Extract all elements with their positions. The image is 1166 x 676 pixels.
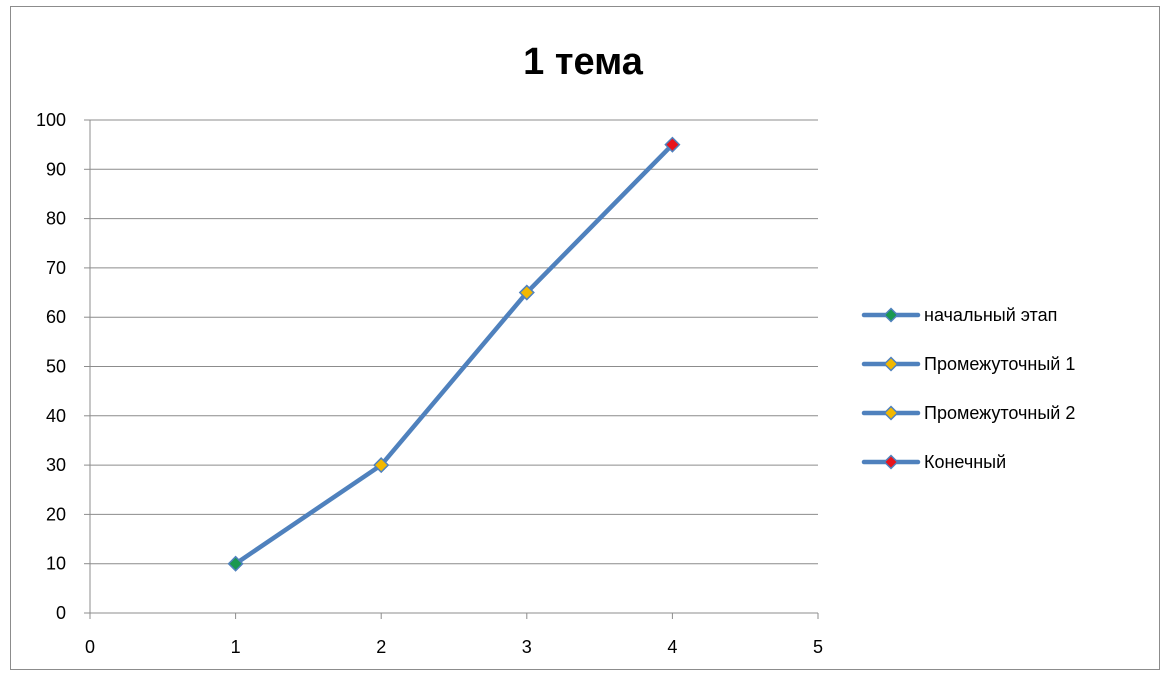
data-point-4 — [664, 136, 681, 153]
legend-label: Промежуточный 1 — [924, 354, 1075, 374]
legend-label: Конечный — [924, 452, 1006, 472]
x-tick-label: 2 — [376, 637, 386, 657]
x-axis-ticks: 0 1 2 3 4 5 — [85, 637, 823, 657]
y-tick-label: 70 — [46, 258, 66, 278]
y-tick-label: 20 — [46, 504, 66, 524]
y-axis-ticks: 0 10 20 30 40 50 60 70 80 90 100 — [36, 110, 66, 623]
x-tick-label: 3 — [522, 637, 532, 657]
legend-label: начальный этап — [924, 305, 1057, 325]
chart-title: 1 тема — [523, 41, 644, 83]
y-tick-label: 0 — [56, 603, 66, 623]
axes — [84, 119, 819, 619]
x-tick-label: 5 — [813, 637, 823, 657]
legend-marker — [883, 356, 899, 372]
y-tick-label: 30 — [46, 455, 66, 475]
legend: начальный этап Промежуточный 1 Промежуточн… — [861, 305, 1075, 472]
y-tick-label: 40 — [46, 406, 66, 426]
series-line — [233, 142, 675, 566]
x-tick-label: 1 — [231, 637, 241, 657]
y-tick-label: 10 — [46, 554, 66, 574]
legend-label: Промежуточный 2 — [924, 403, 1075, 423]
data-point-3 — [518, 284, 535, 301]
legend-marker — [883, 307, 899, 323]
gridlines — [90, 119, 818, 565]
x-tick-label: 0 — [85, 637, 95, 657]
x-tick-label: 4 — [667, 637, 677, 657]
series-lines — [233, 142, 675, 566]
chart-frame — [10, 6, 1160, 670]
data-point-1 — [227, 555, 244, 572]
data-point-2 — [373, 457, 390, 474]
y-tick-label: 50 — [46, 357, 66, 377]
legend-marker — [883, 454, 899, 470]
y-tick-label: 90 — [46, 159, 66, 179]
y-tick-label: 100 — [36, 110, 66, 130]
y-tick-label: 80 — [46, 209, 66, 229]
series-markers — [227, 136, 681, 572]
y-tick-label: 60 — [46, 307, 66, 327]
legend-marker — [883, 405, 899, 421]
